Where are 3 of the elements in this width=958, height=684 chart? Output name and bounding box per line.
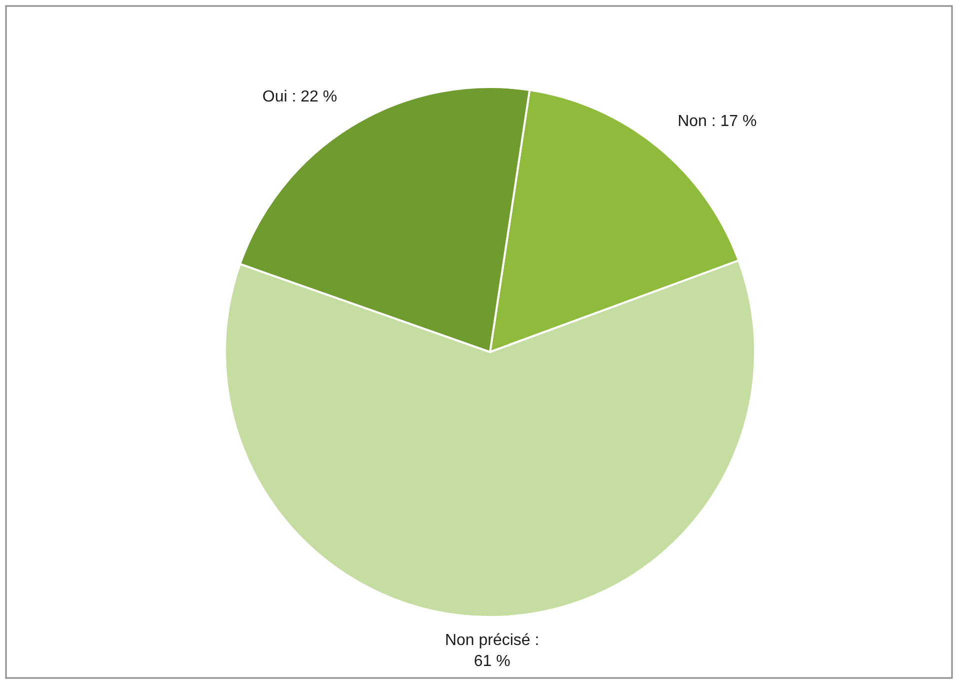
slice-label: Non : 17 % xyxy=(678,113,757,130)
slice-label: Oui : 22 % xyxy=(262,88,338,106)
slice-label: Non précisé : 61 % xyxy=(444,632,540,670)
